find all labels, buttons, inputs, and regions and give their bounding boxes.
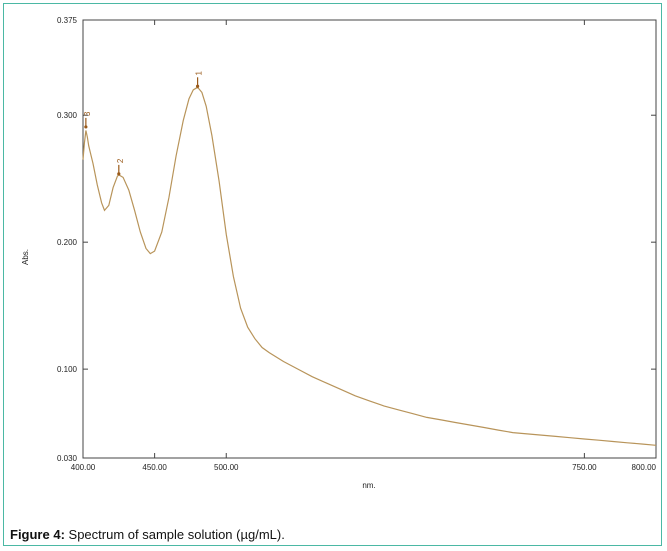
- x-tick-label: 800.00: [632, 463, 657, 472]
- figure-caption-label: Figure 4:: [10, 527, 65, 542]
- x-axis-title: nm.: [362, 481, 375, 490]
- x-tick-label: 500.00: [214, 463, 239, 472]
- y-axis: 0.030 0.100 0.200 0.300 0.375: [57, 16, 656, 463]
- peak-label: 1: [195, 71, 204, 76]
- y-tick-label: 0.200: [57, 238, 78, 247]
- peak-label: 2: [116, 158, 125, 163]
- y-axis-title: Abs.: [21, 249, 30, 265]
- plot-area-border: [82, 19, 657, 459]
- y-tick-label: 0.100: [57, 365, 78, 374]
- y-tick-label: 0.300: [57, 111, 78, 120]
- peak-dot: [196, 84, 200, 88]
- figure-caption-text: Spectrum of sample solution (µg/mL).: [64, 527, 285, 542]
- x-tick-label: 750.00: [572, 463, 597, 472]
- figure-caption: Figure 4: Spectrum of sample solution (µ…: [10, 527, 285, 542]
- figure-frame: [3, 3, 662, 546]
- x-axis: 400.00 450.00 500.00 750.00 800.00: [71, 20, 657, 472]
- x-tick-label: 400.00: [71, 463, 96, 472]
- peak-label: 3: [83, 111, 92, 116]
- x-tick-label: 450.00: [142, 463, 167, 472]
- peak-dot: [117, 172, 121, 176]
- peak-markers: 1 2 3: [83, 71, 204, 176]
- absorbance-curve: [82, 86, 657, 446]
- y-tick-label: 0.030: [57, 454, 78, 463]
- peak-dot: [84, 125, 88, 129]
- y-tick-label: 0.375: [57, 16, 78, 25]
